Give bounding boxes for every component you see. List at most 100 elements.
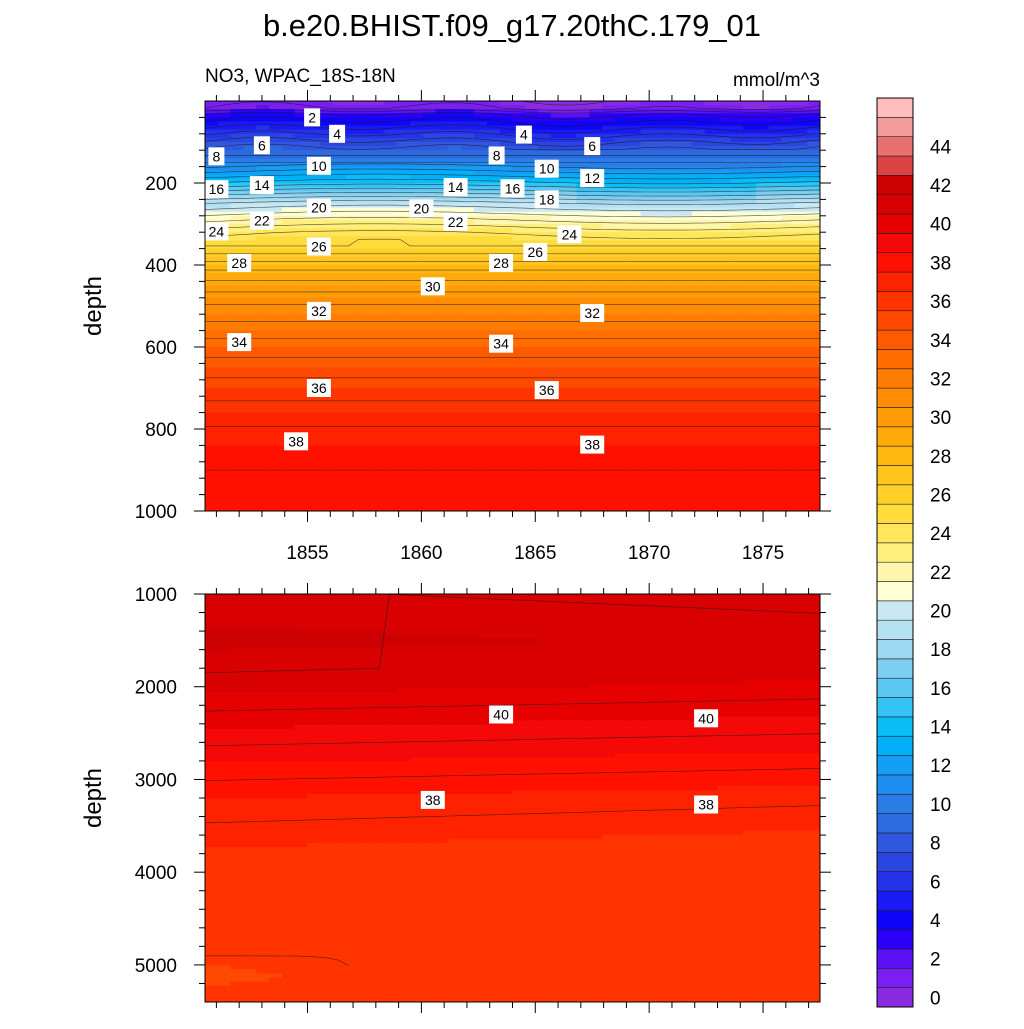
top-panel-fill-cell [807, 101, 820, 110]
top-panel-fill-cell [499, 215, 514, 225]
top-panel-fill-cell [602, 232, 616, 241]
top-panel-fill-cell [627, 207, 642, 213]
contour-label: 22 [443, 212, 468, 231]
top-panel-fill-cell [781, 101, 795, 106]
top-panel-fill-cell [807, 297, 820, 315]
top-panel-fill-cell [627, 133, 642, 139]
top-panel-fill-cell [768, 105, 783, 110]
top-panel-fill-cell [717, 273, 731, 287]
top-panel-fill-cell [627, 228, 642, 233]
bottom-panel-fill-cell [281, 626, 296, 648]
top-panel-fill-cell [743, 191, 757, 196]
top-panel-fill-cell [281, 330, 296, 348]
top-panel-contour-line [205, 217, 820, 224]
top-panel-fill-cell [666, 330, 680, 348]
top-panel-fill-cell [640, 248, 655, 258]
top-panel-fill-cell [269, 162, 283, 168]
top-panel-fill-cell [422, 228, 437, 237]
bottom-panel-fill-cell [602, 594, 616, 685]
top-panel-fill-cell [461, 248, 475, 258]
top-panel-fill-cell [499, 105, 514, 110]
top-panel-fill-cell [807, 248, 820, 258]
top-panel-fill-cell [730, 101, 744, 106]
top-panel-fill-cell [397, 142, 411, 151]
top-panel-fill-cell [256, 113, 270, 123]
top-panel-fill-cell [384, 215, 398, 221]
bottom-panel-fill-cell [205, 846, 219, 966]
colorbar-swatch [876, 871, 914, 892]
top-panel-fill-cell [281, 178, 296, 184]
top-panel-fill-cell [205, 109, 219, 114]
top-panel-fill-cell [217, 207, 232, 213]
bottom-panel-fill-cell [358, 594, 373, 632]
top-panel-fill-cell [499, 314, 514, 332]
bottom-panel-fill-cell [512, 687, 526, 722]
top-panel-fill-cell [717, 101, 731, 106]
colorbar-tick-label: 38 [930, 253, 951, 274]
top-panel-fill-cell [217, 158, 232, 164]
top-panel-fill-cell [410, 117, 424, 123]
bottom-panel-fill-cell [281, 846, 296, 1002]
top-panel-fill-cell [230, 224, 245, 233]
top-panel-fill-cell [781, 158, 795, 164]
top-panel-fill-cell [512, 273, 526, 287]
bottom-panel-fill-cell [384, 761, 398, 795]
top-panel-fill-cell [474, 158, 488, 164]
top-panel-fill-cell [410, 314, 424, 332]
bottom-panel-fill-cell [333, 793, 347, 844]
bottom-panel-fill-cell [345, 691, 360, 726]
y-tick-label: 2000 [135, 678, 177, 699]
top-panel-fill-cell [410, 178, 424, 184]
bottom-panel-fill-cell [717, 785, 731, 836]
top-panel-fill-cell [640, 117, 655, 127]
top-panel-fill-cell [717, 137, 731, 147]
top-panel-fill-cell [256, 314, 270, 332]
colorbar-tick-label: 16 [930, 679, 951, 700]
top-panel-fill-cell [422, 109, 437, 114]
top-panel-fill-cell [627, 166, 642, 172]
top-panel-fill-cell [794, 109, 808, 114]
bottom-panel-fill-cell [243, 626, 257, 648]
bottom-panel-fill-cell [294, 647, 309, 693]
bottom-panel-fill-cell [755, 679, 770, 717]
bottom-panel-fill-cell [307, 842, 321, 1002]
top-panel-fill-cell [410, 113, 424, 118]
top-panel-fill-cell [294, 219, 309, 229]
top-panel-fill-cell [448, 236, 462, 250]
contour-label-text: 36 [311, 380, 327, 396]
top-panel-fill-cell [371, 199, 385, 205]
colorbar-swatch [876, 484, 914, 505]
bottom-panel-fill-cell [205, 626, 219, 652]
top-panel-fill-cell [615, 207, 629, 213]
top-panel-fill-cell [576, 445, 590, 511]
top-panel-fill-cell [602, 445, 616, 511]
bottom-panel-fill-cell [410, 793, 424, 844]
top-panel-fill-cell [563, 183, 578, 188]
top-panel-fill-cell [704, 170, 719, 176]
top-panel-fill-cell [448, 297, 462, 315]
colorbar-swatch [876, 291, 914, 312]
top-panel-fill-cell [217, 297, 232, 315]
top-panel-fill-cell [615, 174, 629, 184]
contour-label-box [534, 159, 559, 178]
top-panel-fill-cell [422, 121, 437, 131]
top-panel-fill-cell [563, 195, 578, 200]
top-panel-fill-cell [589, 191, 603, 196]
top-panel-fill-cell [794, 150, 808, 159]
top-panel-fill-cell [205, 330, 219, 348]
top-panel-fill-cell [627, 203, 642, 209]
top-panel-fill-cell [384, 117, 398, 127]
top-panel-fill-cell [410, 187, 424, 192]
top-panel-fill-cell [294, 228, 309, 237]
top-panel-fill-cell [807, 412, 820, 446]
bottom-panel-fill-cell [704, 594, 719, 685]
top-panel-fill-cell [589, 248, 603, 258]
top-panel-fill-cell [345, 195, 360, 200]
top-panel-fill-cell [691, 195, 706, 200]
bottom-panel-fill-cell [384, 594, 398, 636]
top-panel-fill-cell [294, 117, 309, 123]
top-panel-fill-cell [615, 187, 629, 192]
contour-label-box [534, 381, 559, 400]
top-panel-fill-cell [333, 105, 347, 110]
top-panel-fill-cell [755, 109, 770, 114]
